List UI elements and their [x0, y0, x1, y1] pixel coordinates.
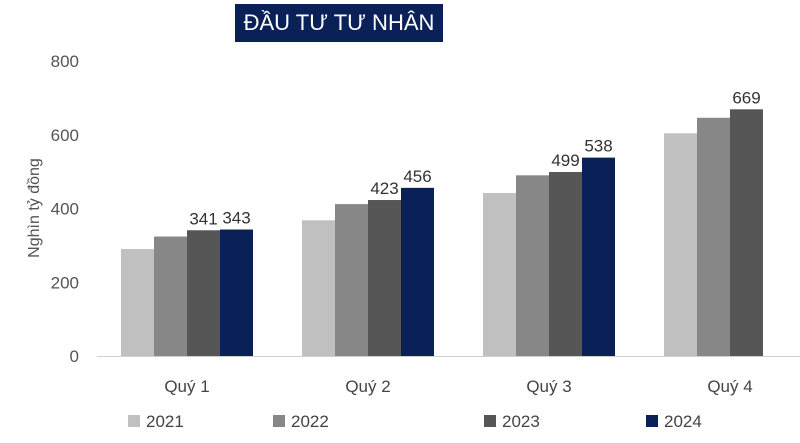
legend-label: 2021: [146, 412, 184, 431]
legend-label: 2024: [664, 412, 702, 431]
bars: [121, 109, 763, 357]
bar-2024-3: [582, 157, 615, 356]
x-tick-label: Quý 1: [164, 377, 209, 396]
bar-2022-2: [335, 204, 368, 356]
bar-2021-1: [121, 249, 154, 356]
bar-2022-4: [697, 117, 730, 356]
data-label: 456: [403, 167, 431, 186]
data-label: 343: [222, 209, 250, 228]
legend-label: 2023: [502, 412, 540, 431]
legend-swatch: [646, 415, 658, 427]
y-tick-label: 0: [70, 347, 79, 366]
x-axis-labels: Quý 1 Quý 2 Quý 3 Quý 4: [164, 377, 752, 396]
bar-2022-3: [516, 175, 549, 356]
data-label: 499: [551, 151, 579, 170]
legend-swatch: [484, 415, 496, 427]
x-tick-label: Quý 2: [345, 377, 390, 396]
chart-title: ĐẦU TƯ TƯ NHÂN: [235, 4, 443, 42]
bar-2021-4: [664, 133, 697, 356]
y-tick-label: 800: [51, 52, 79, 71]
bar-2023-3: [549, 171, 582, 356]
data-label: 669: [732, 88, 760, 107]
legend-item-2022: 2022: [273, 412, 329, 431]
bar-2021-3: [483, 193, 516, 356]
bar-2024-2: [401, 187, 434, 356]
bar-2022-1: [154, 236, 187, 356]
legend-swatch: [273, 415, 285, 427]
legend-item-2021: 2021: [128, 412, 184, 431]
bar-2023-4: [730, 109, 763, 357]
x-tick-label: Quý 4: [707, 377, 752, 396]
bar-2024-1: [220, 229, 253, 356]
legend-item-2023: 2023: [484, 412, 540, 431]
x-tick-label: Quý 3: [526, 377, 571, 396]
data-label: 341: [189, 209, 217, 228]
y-tick-label: 200: [51, 273, 79, 292]
bar-2023-1: [187, 230, 220, 356]
legend-label: 2022: [291, 412, 329, 431]
legend: 2021 2022 2023 2024: [128, 412, 702, 431]
data-label: 538: [584, 137, 612, 156]
y-axis-title: Nghìn tỷ đồng: [26, 158, 43, 258]
legend-item-2024: 2024: [646, 412, 702, 431]
data-labels: 341 343 423 456 499 538 669: [189, 88, 760, 228]
data-label: 423: [370, 179, 398, 198]
y-tick-label: 400: [51, 200, 79, 219]
bar-2021-2: [302, 220, 335, 356]
legend-swatch: [128, 415, 140, 427]
y-tick-label: 600: [51, 126, 79, 145]
y-axis-ticks: 0 200 400 600 800: [51, 52, 79, 366]
bar-2023-2: [368, 200, 401, 356]
